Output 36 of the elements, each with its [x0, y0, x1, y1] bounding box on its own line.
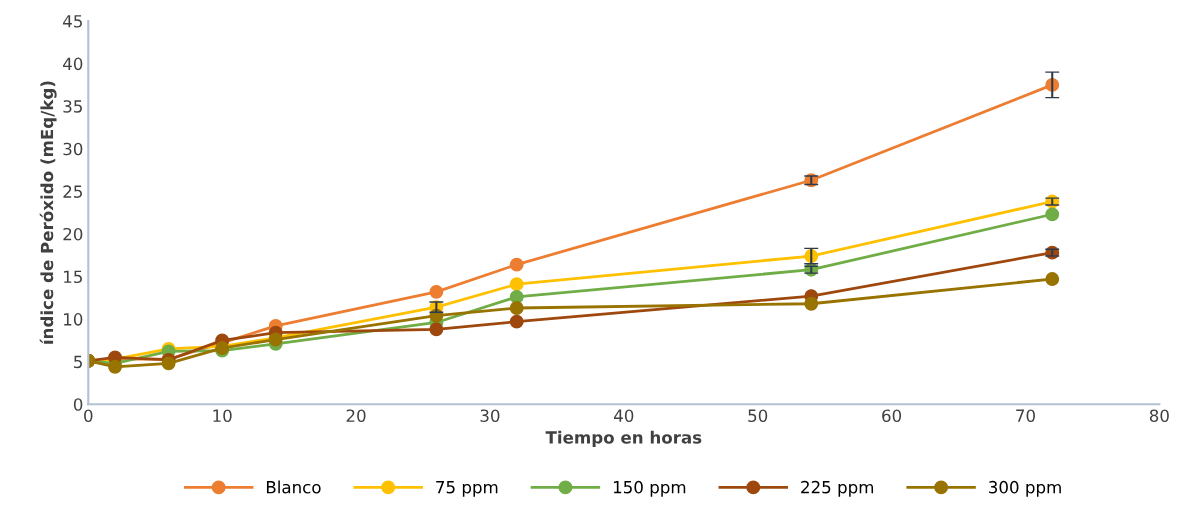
y-tick-label: 20 [63, 227, 83, 241]
point [509, 257, 524, 272]
x-axis-title: Tiempo en horas [545, 430, 702, 447]
x-tick-label: 20 [346, 409, 366, 423]
y-axis-title: índice de Peróxido (mEq/kg) [39, 81, 57, 344]
point [509, 314, 524, 329]
y-tick-label: 0 [73, 398, 83, 411]
y-tick-label: 10 [64, 313, 83, 326]
x-tick-label: 60 [882, 409, 902, 423]
x-tick-label: 50 [748, 409, 768, 423]
x-tick-label: 0 [84, 409, 93, 423]
y-tick-label: 15 [64, 270, 82, 284]
point [429, 322, 444, 337]
x-tick-label: 10 [213, 409, 232, 423]
x-tick-label: 30 [480, 409, 500, 423]
legend-label: 150 ppm [613, 480, 686, 497]
legend-label: 300 ppm [989, 480, 1061, 497]
y-tick-label: 35 [63, 100, 82, 113]
y-tick-label: 30 [63, 142, 83, 156]
point [509, 277, 524, 292]
y-tick-label: 45 [63, 15, 82, 28]
legend-label: Blanco [266, 480, 321, 494]
point [429, 284, 444, 299]
point [161, 356, 176, 371]
x-tick-label: 70 [1016, 409, 1035, 423]
point [1045, 272, 1060, 287]
legend-label: 75 ppm [436, 481, 498, 497]
point [804, 296, 819, 311]
y-tick-label: 5 [74, 355, 82, 369]
y-tick-label: 40 [63, 57, 83, 71]
point [509, 301, 524, 315]
legend-label: 225 ppm [801, 480, 874, 497]
y-tick-label: 25 [63, 185, 82, 198]
point [1045, 207, 1060, 222]
x-tick-label: 80 [1149, 409, 1169, 423]
x-tick-label: 40 [614, 409, 634, 423]
